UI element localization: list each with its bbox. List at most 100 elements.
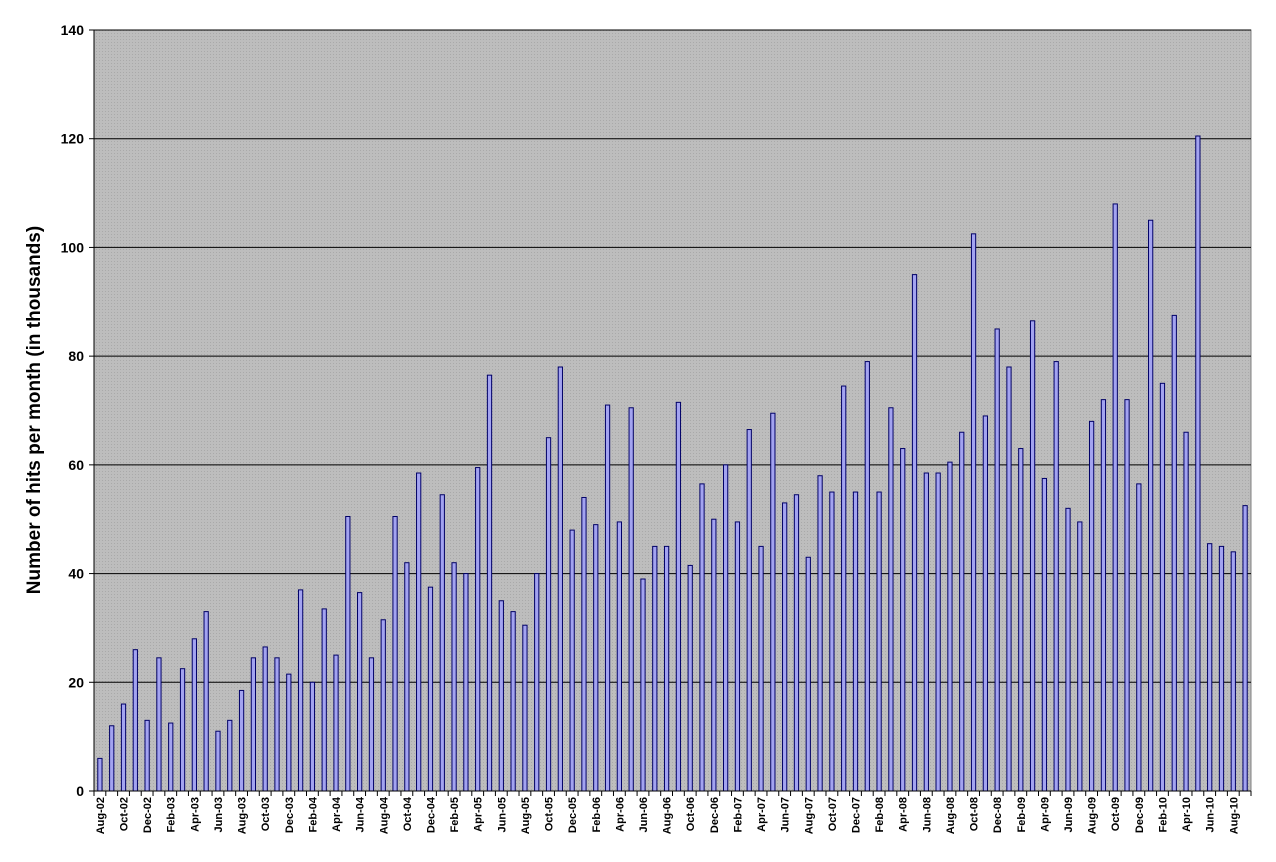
bar-dec-07 <box>852 491 859 792</box>
x-tick-label: Feb-08 <box>874 797 886 832</box>
y-tick-label: 60 <box>68 457 84 473</box>
x-tick-label: Jun-08 <box>921 797 933 832</box>
bar-jun-07 <box>782 502 788 792</box>
bar-apr-06 <box>616 521 622 792</box>
x-tick-label: Oct-03 <box>260 797 272 831</box>
bar-feb-04 <box>309 681 316 792</box>
bar-aug-08 <box>947 461 953 792</box>
bar-dec-03 <box>286 673 292 792</box>
bar-sep-07 <box>817 475 823 792</box>
bar-nov-08 <box>982 415 988 792</box>
bar-jan-08 <box>864 361 870 792</box>
x-tick-label: Aug-09 <box>1087 797 1099 834</box>
bar-oct-09 <box>1112 203 1118 792</box>
y-tick-labels: 0 20 40 60 80 100 120 140 <box>61 22 94 799</box>
x-tick-label: Apr-10 <box>1181 797 1193 832</box>
x-tick-label: Dec-05 <box>567 797 579 833</box>
x-tick-label: Aug-08 <box>945 797 957 834</box>
bar-aug-03 <box>238 689 245 792</box>
bar-may-06 <box>628 407 634 792</box>
bar-mar-03 <box>179 668 186 792</box>
bar-sep-04 <box>392 516 398 792</box>
bar-may-04 <box>345 516 351 792</box>
x-tick-label: Oct-08 <box>969 797 981 831</box>
bar-jul-08 <box>935 472 941 792</box>
bar-apr-04 <box>333 654 339 792</box>
x-tick-label: Aug-02 <box>95 797 107 834</box>
x-tick-label: Dec-09 <box>1134 797 1146 833</box>
bar-jan-05 <box>439 494 445 792</box>
bar-feb-06 <box>593 524 599 792</box>
x-tick-label: Jun-05 <box>496 797 508 832</box>
bar-dec-09 <box>1136 483 1142 792</box>
bar-jan-03 <box>156 657 162 792</box>
bar-sep-03 <box>250 657 257 792</box>
bar-feb-05 <box>451 562 457 792</box>
x-tick-label: Oct-09 <box>1110 797 1122 831</box>
bar-feb-03 <box>168 722 174 792</box>
bar-nov-05 <box>557 366 563 792</box>
bar-jul-03 <box>227 719 233 792</box>
bar-feb-09 <box>1018 448 1024 792</box>
bar-oct-02 <box>120 703 127 792</box>
x-tick-label: Feb-05 <box>449 797 461 832</box>
x-tick-label: Oct-06 <box>685 797 697 831</box>
x-tick-label: Jun-04 <box>355 796 367 832</box>
x-tick-label: Aug-06 <box>662 797 674 834</box>
x-tick-label: Dec-02 <box>142 797 154 833</box>
bar-aug-05 <box>522 624 528 792</box>
x-tick-label: Oct-07 <box>827 797 839 831</box>
x-tick-label: Apr-05 <box>473 797 485 832</box>
bar-feb-07 <box>734 521 741 792</box>
x-tick-label: Apr-06 <box>614 797 626 832</box>
bar-oct-03 <box>262 646 268 792</box>
x-tick-label: Jun-07 <box>780 797 792 832</box>
bar-dec-08 <box>994 328 1000 792</box>
bar-sep-02 <box>109 725 115 792</box>
x-tick-label: Apr-04 <box>331 796 343 832</box>
bar-mar-06 <box>604 404 611 792</box>
bar-oct-06 <box>687 564 693 792</box>
x-tick-label: Dec-03 <box>284 797 296 833</box>
bar-may-05 <box>486 374 493 792</box>
bar-jul-09 <box>1077 521 1083 792</box>
bar-feb-10 <box>1159 382 1166 792</box>
x-tick-labels: Aug-02 Oct-02 Dec-02 Feb-03 Apr-03 Jun-03 Aug-… <box>93 791 1252 834</box>
x-tick-label: Oct-02 <box>119 797 131 831</box>
bar-oct-05 <box>545 437 552 792</box>
bar-jun-09 <box>1065 507 1071 792</box>
bar-sep-05 <box>534 573 540 792</box>
x-tick-label: Jun-03 <box>213 797 225 832</box>
bar-nov-07 <box>841 385 847 792</box>
bar-mar-10 <box>1171 314 1177 792</box>
bar-mar-07 <box>746 429 752 792</box>
x-tick-label: Oct-04 <box>402 796 414 831</box>
bar-oct-07 <box>829 491 835 792</box>
bar-mar-04 <box>321 608 327 792</box>
bar-jun-03 <box>215 730 221 792</box>
bar-aug-07 <box>805 556 811 792</box>
x-tick-label: Dec-04 <box>425 796 437 833</box>
bar-sep-10 <box>1242 505 1248 792</box>
bar-aug-02 <box>97 757 103 792</box>
bar-sep-09 <box>1100 399 1107 792</box>
bar-jun-08 <box>923 472 929 792</box>
x-tick-label: Aug-05 <box>520 797 532 834</box>
bar-apr-10 <box>1183 431 1189 792</box>
x-tick-label: Feb-09 <box>1016 797 1028 832</box>
bar-jul-07 <box>793 494 800 792</box>
y-tick-label: 140 <box>61 22 85 38</box>
bar-apr-03 <box>191 638 197 792</box>
x-tick-label: Apr-03 <box>189 797 201 832</box>
bar-nov-06 <box>699 483 705 792</box>
x-tick-label: Feb-10 <box>1157 797 1169 832</box>
bar-sep-08 <box>959 431 965 792</box>
bar-jan-06 <box>581 496 587 792</box>
bar-jun-10 <box>1207 543 1213 792</box>
bar-aug-09 <box>1088 420 1095 792</box>
bar-apr-05 <box>475 467 481 792</box>
bar-dec-05 <box>569 529 575 792</box>
bar-mar-09 <box>1029 320 1036 792</box>
bar-mar-08 <box>888 407 894 792</box>
